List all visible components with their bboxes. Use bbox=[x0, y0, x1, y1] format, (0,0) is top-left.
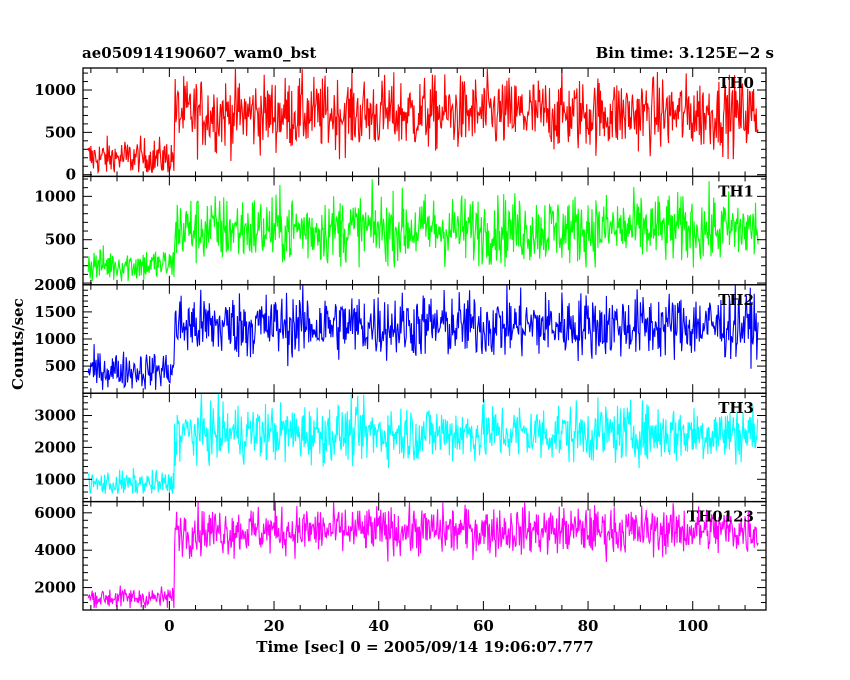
x-tick-label: 40 bbox=[368, 617, 389, 635]
x-tick-label: 80 bbox=[578, 617, 599, 635]
panel-label-th3: TH3 bbox=[718, 399, 754, 417]
panel-frame-th0123 bbox=[82, 500, 767, 611]
y-tick-label: 6000 bbox=[34, 504, 76, 522]
y-tick-label: 1000 bbox=[34, 330, 76, 348]
y-tick-label: 500 bbox=[45, 231, 76, 249]
panel-label-th0123: TH0123 bbox=[687, 508, 754, 526]
series-line-th0123 bbox=[87, 502, 759, 609]
panel-frame-th3 bbox=[82, 392, 767, 503]
y-tick-label: 0 bbox=[66, 274, 76, 292]
series-line-th2 bbox=[87, 285, 759, 390]
y-tick-label: 2000 bbox=[34, 438, 76, 456]
x-tick-label: 20 bbox=[264, 617, 285, 635]
bin-time-label: Bin time: 3.125E−2 s bbox=[595, 44, 774, 62]
y-tick-label: 0 bbox=[66, 166, 76, 184]
y-tick-label: 3000 bbox=[34, 407, 76, 425]
y-tick-label: 2000 bbox=[34, 579, 76, 597]
series-line-th1 bbox=[87, 179, 759, 282]
y-tick-label: 500 bbox=[45, 123, 76, 141]
x-axis-label: Time [sec] 0 = 2005/09/14 19:06:07.777 bbox=[256, 638, 594, 656]
y-tick-label: 500 bbox=[45, 357, 76, 375]
y-tick-label: 4000 bbox=[34, 541, 76, 559]
y-tick-label: 1000 bbox=[34, 81, 76, 99]
x-tick-label: 60 bbox=[473, 617, 494, 635]
series-line-th0 bbox=[87, 68, 759, 175]
y-tick-label: 1000 bbox=[34, 470, 76, 488]
y-tick-label: 1000 bbox=[34, 187, 76, 205]
y-tick-label: 1500 bbox=[34, 303, 76, 321]
series-line-th3 bbox=[87, 393, 759, 494]
panel-label-th2: TH2 bbox=[718, 291, 754, 309]
plot-title: ae050914190607_wam0_bst bbox=[82, 44, 317, 62]
x-tick-label: 100 bbox=[677, 617, 708, 635]
x-tick-label: 0 bbox=[164, 617, 174, 635]
y-tick-label: 2000 bbox=[34, 276, 76, 294]
panel-label-th0: TH0 bbox=[718, 74, 754, 92]
panel-label-th1: TH1 bbox=[718, 182, 754, 200]
